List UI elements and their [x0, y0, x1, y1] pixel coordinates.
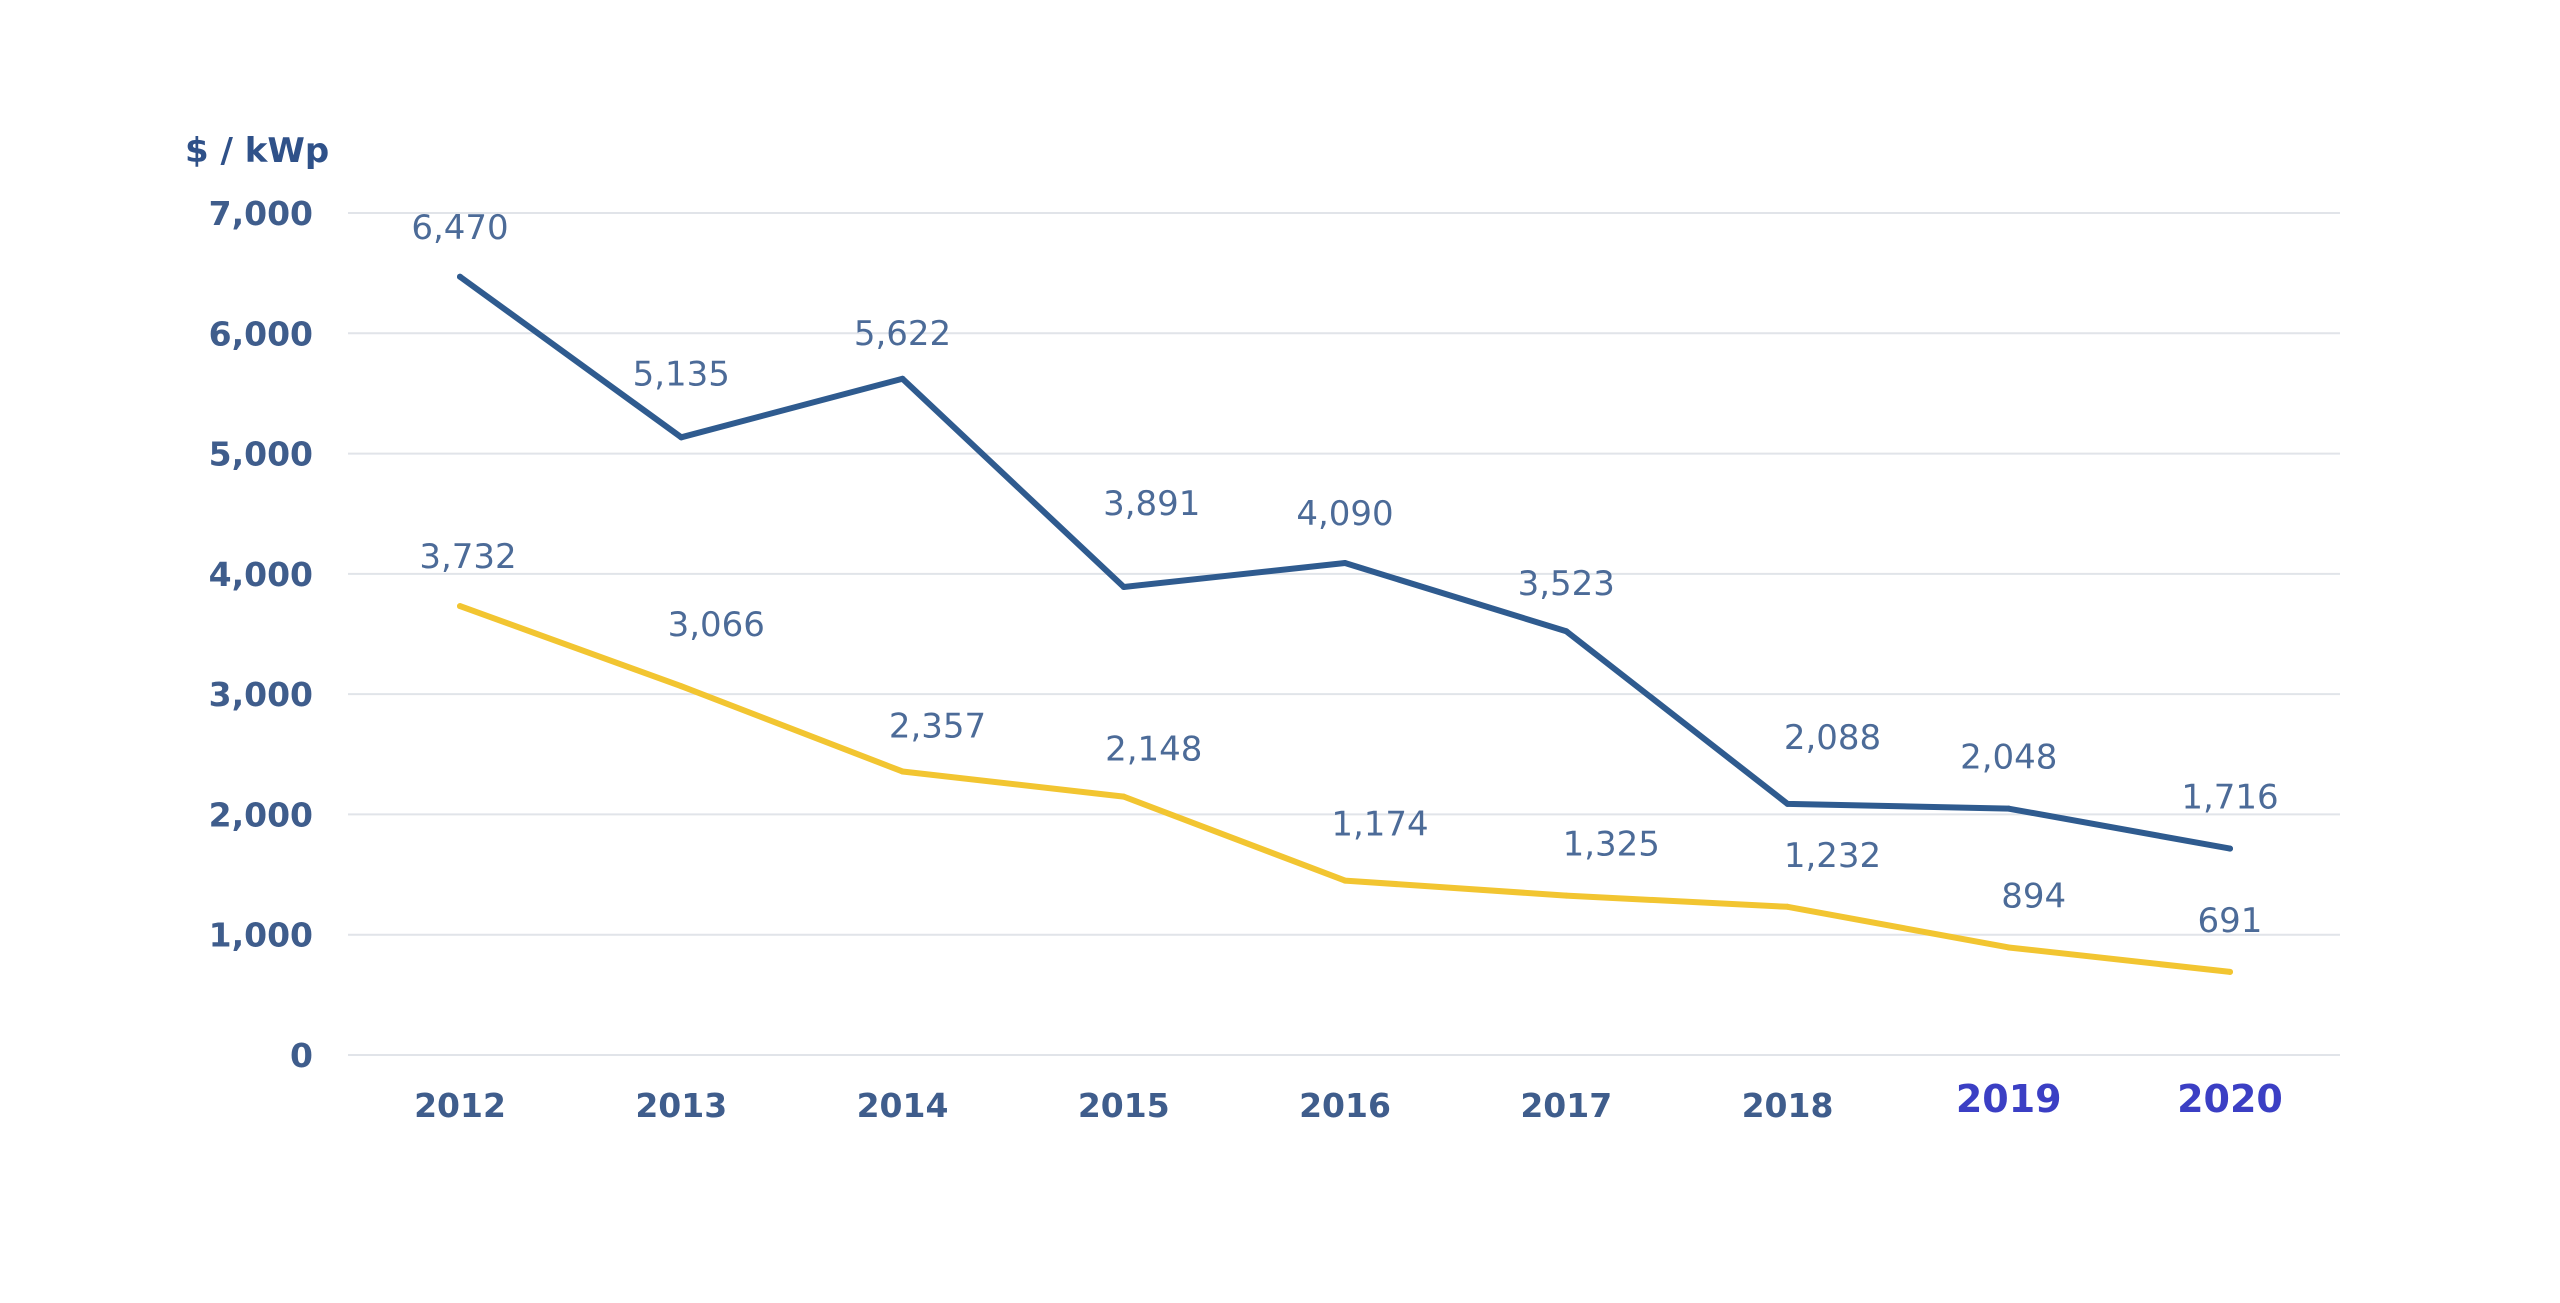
y-tick-label: 5,000: [209, 435, 313, 474]
data-label: 894: [2001, 876, 2066, 916]
data-label: 3,066: [668, 605, 765, 645]
x-axis-ticks: 2012 2013 2014 2015 2016 2017 2018 2019 2020: [414, 1077, 2283, 1125]
data-label: 2,048: [1960, 738, 2057, 778]
data-point: [1784, 800, 1791, 807]
data-label: 6,470: [411, 208, 508, 248]
data-label: 2,148: [1105, 730, 1202, 770]
data-point: [1563, 628, 1570, 635]
data-label: 1,716: [2181, 778, 2278, 818]
data-point: [678, 683, 685, 690]
data-point: [678, 434, 685, 441]
data-point: [899, 768, 906, 775]
data-point: [899, 375, 906, 382]
y-tick-label: 2,000: [209, 795, 313, 834]
data-point: [457, 273, 463, 280]
x-tick-label: 2017: [1520, 1086, 1612, 1125]
y-tick-label: 3,000: [209, 675, 313, 714]
data-label: 5,135: [633, 354, 730, 394]
data-label: 3,523: [1518, 564, 1615, 604]
gridlines: [348, 212, 2340, 1056]
data-label: 3,891: [1103, 484, 1200, 524]
data-label: 1,232: [1784, 836, 1881, 876]
data-point: [457, 603, 463, 610]
x-tick-label: 2015: [1078, 1086, 1170, 1125]
data-point: [1120, 583, 1127, 590]
y-axis-ticks: 0 1,000 2,000 3,000 4,000 5,000 6,000 7,000: [209, 194, 313, 1075]
data-labels: 6,470 5,135 5,622 3,891 4,090 3,523 2,088 2,048…: [411, 208, 2278, 941]
data-label: 2,088: [1784, 718, 1881, 758]
data-label: 1,174: [1331, 805, 1428, 845]
y-tick-label: 0: [290, 1036, 313, 1075]
data-label: 1,325: [1563, 825, 1660, 865]
x-tick-label: 2016: [1299, 1086, 1391, 1125]
x-tick-label: 2013: [635, 1086, 727, 1125]
x-tick-label: 2014: [857, 1086, 949, 1125]
data-label: 2,357: [889, 706, 986, 746]
y-tick-label: 4,000: [209, 555, 313, 594]
series-lines: [457, 273, 2233, 975]
data-point: [1784, 903, 1791, 910]
data-label: 3,732: [419, 537, 516, 577]
data-point: [1120, 793, 1127, 800]
x-tick-label: 2020: [2177, 1077, 2283, 1121]
y-tick-label: 7,000: [209, 194, 313, 233]
series-line-2: [457, 603, 2233, 975]
data-label: 4,090: [1296, 494, 1393, 534]
data-point: [2005, 805, 2012, 812]
data-label: 691: [2198, 901, 2263, 941]
data-point: [2227, 968, 2233, 975]
y-tick-label: 1,000: [209, 916, 313, 955]
data-point: [1563, 892, 1570, 899]
data-point: [2227, 845, 2233, 852]
data-label: 5,622: [854, 314, 951, 354]
data-point: [1342, 560, 1348, 567]
y-tick-label: 6,000: [209, 314, 313, 353]
data-point: [1342, 877, 1348, 884]
y-axis-unit-label: $ / kWp: [185, 131, 329, 171]
x-tick-label: 2018: [1742, 1086, 1834, 1125]
x-tick-label: 2012: [414, 1086, 506, 1125]
data-point: [2005, 944, 2012, 951]
x-tick-label: 2019: [1956, 1077, 2062, 1121]
